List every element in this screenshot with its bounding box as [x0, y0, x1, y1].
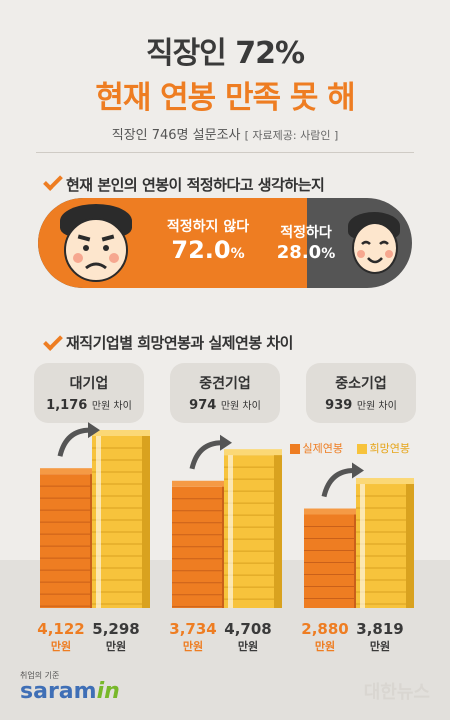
- source-text: [ 자료제공: 사람인 ]: [244, 129, 339, 142]
- smile-features-icon: [357, 240, 393, 264]
- curved-arrow-icon: [57, 422, 100, 457]
- logo-name: saramin: [20, 681, 120, 703]
- value-unit: 만원: [50, 640, 72, 653]
- company-name: 중소기업: [335, 376, 387, 392]
- company-box-small: 중소기업 939 만원 차이: [306, 363, 416, 423]
- desired-value-small: 3,819 만원: [352, 620, 408, 654]
- company-diff: 939 만원 차이: [306, 397, 416, 413]
- company-name: 대기업: [69, 376, 109, 392]
- legend-desired-label: 희망연봉: [369, 442, 410, 455]
- value-number: 3,819: [356, 620, 404, 638]
- adequate-text: 적정하다 28.0%: [270, 222, 342, 263]
- value-unit: 만원: [237, 640, 259, 653]
- bar-actual-2: [304, 508, 362, 608]
- legend-swatch-actual: [289, 444, 300, 454]
- actual-value-large: 4,122 만원: [36, 620, 86, 654]
- bar-actual-1: [172, 480, 230, 608]
- logo-tagline: 취업의 기준: [20, 671, 60, 680]
- actual-value-small: 2,880 만원: [300, 620, 350, 654]
- adequate-label: 적정하다: [280, 225, 332, 241]
- logo-name-accent: in: [96, 679, 120, 704]
- diff-number: 939: [325, 398, 353, 413]
- value-unit: 만원: [182, 640, 204, 653]
- bar-desired-1: [224, 449, 282, 608]
- diff-unit: 만원 차이: [356, 401, 397, 412]
- value-unit: 만원: [105, 640, 127, 653]
- legend-swatch-desired: [356, 444, 367, 454]
- adequacy-bar: 적정하지 않다 72.0% 적정하다 28.0%: [38, 198, 412, 288]
- not-adequate-value: 72.0%: [138, 236, 278, 264]
- company-diff: 1,176 만원 차이: [34, 397, 144, 413]
- curved-arrow-icon: [321, 462, 364, 498]
- diff-unit: 만원 차이: [91, 401, 132, 412]
- value-unit: 만원: [314, 640, 336, 653]
- company-diff: 974 만원 차이: [170, 397, 280, 413]
- title-line2: 현재 연봉 만족 못 해: [95, 80, 355, 116]
- section2-heading: 재직기업별 희망연봉과 실제연봉 차이: [66, 334, 293, 352]
- company-box-midsize: 중견기업 974 만원 차이: [170, 363, 280, 423]
- bar-desired-2: [356, 478, 414, 608]
- logo-name-main: saram: [20, 679, 97, 704]
- value-number: 5,298: [92, 620, 140, 638]
- desired-value-midsize: 4,708 만원: [220, 620, 276, 654]
- face-shape: [64, 218, 128, 282]
- legend-actual-label: 실제연봉: [302, 442, 344, 455]
- title-line1: 직장인 72%: [145, 36, 305, 71]
- diff-unit: 만원 차이: [220, 401, 261, 412]
- chart-legend: 실제연봉 희망연봉: [280, 440, 410, 456]
- legend-actual: 실제연봉: [289, 442, 344, 455]
- divider: [36, 152, 414, 153]
- watermark: 대한뉴스: [363, 682, 430, 703]
- not-adequate-label: 적정하지 않다: [166, 219, 250, 235]
- not-adequate-number: 72.0: [171, 236, 231, 264]
- value-unit: 만원: [369, 640, 391, 653]
- adequate-value: 28.0%: [270, 242, 342, 263]
- saramin-logo: 취업의 기준 saramin: [20, 670, 120, 703]
- frown-features-icon: [73, 234, 119, 270]
- diff-number: 974: [189, 398, 217, 413]
- salary-bar-chart: [40, 422, 414, 608]
- value-number: 3,734: [169, 620, 217, 638]
- face-shape: [352, 222, 398, 274]
- legend-desired: 희망연봉: [356, 442, 410, 455]
- adequate-number: 28.0: [276, 242, 322, 263]
- not-adequate-unit: %: [230, 246, 245, 262]
- value-number: 4,122: [37, 620, 85, 638]
- diff-number: 1,176: [46, 398, 88, 413]
- bar-actual-0: [40, 468, 98, 608]
- value-number: 2,880: [301, 620, 349, 638]
- section1-heading: 현재 본인의 연봉이 적정하다고 생각하는지: [66, 176, 325, 194]
- bar-desired-0: [92, 430, 150, 608]
- desired-value-large: 5,298 만원: [88, 620, 144, 654]
- subtitle-text: 직장인 746명 설문조사: [111, 128, 241, 143]
- curved-arrow-icon: [189, 434, 232, 470]
- company-name: 중견기업: [199, 376, 251, 392]
- subtitle: 직장인 746명 설문조사 [ 자료제공: 사람인 ]: [0, 124, 450, 143]
- actual-value-midsize: 3,734 만원: [168, 620, 218, 654]
- not-adequate-text: 적정하지 않다 72.0%: [138, 216, 278, 264]
- adequate-unit: %: [321, 246, 336, 262]
- value-number: 4,708: [224, 620, 272, 638]
- company-box-large: 대기업 1,176 만원 차이: [34, 363, 144, 423]
